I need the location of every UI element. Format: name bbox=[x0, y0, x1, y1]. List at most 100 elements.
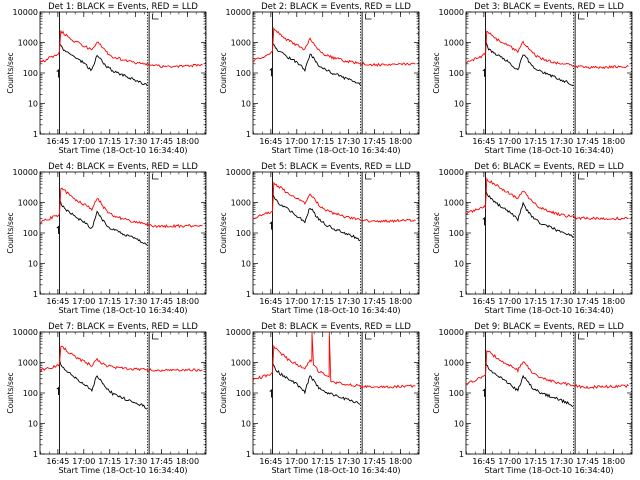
detector-panel-7: Det 7: BLACK = Events, RED = LLD 1 10 100 10… bbox=[6, 322, 207, 475]
y-tick-label: 1000 bbox=[18, 359, 38, 368]
detector-panel-3: Det 3: BLACK = Events, RED = LLD 1 10 100 10… bbox=[432, 2, 633, 155]
panel-title: Det 3: BLACK = Events, RED = LLD bbox=[474, 2, 624, 12]
corner-marker bbox=[365, 334, 372, 340]
x-tick-label: 17:45 bbox=[363, 297, 386, 306]
x-tick-label: 17:45 bbox=[576, 297, 599, 306]
x-tick-label: 17:30 bbox=[337, 137, 360, 146]
x-tick-label: 16:45 bbox=[472, 137, 495, 146]
x-tick-label: 17:45 bbox=[363, 457, 386, 466]
x-axis-label: Start Time (18-Oct-10 16:34:40) bbox=[271, 146, 400, 155]
y-tick-label: 10 bbox=[28, 260, 38, 269]
x-tick-label: 17:00 bbox=[72, 297, 95, 306]
y-tick-label: 10000 bbox=[439, 8, 464, 17]
y-tick-label: 1000 bbox=[231, 359, 251, 368]
x-tick-label: 18:00 bbox=[602, 457, 625, 466]
y-tick-label: 100 bbox=[449, 229, 464, 238]
x-axis-label: Start Time (18-Oct-10 16:34:40) bbox=[484, 146, 613, 155]
series-line-events bbox=[272, 42, 361, 86]
y-tick-label: 10 bbox=[241, 260, 251, 269]
x-axis-label: Start Time (18-Oct-10 16:34:40) bbox=[58, 306, 187, 315]
series-line-events bbox=[272, 362, 361, 405]
x-tick-label: 18:00 bbox=[176, 297, 199, 306]
detector-panel-2: Det 2: BLACK = Events, RED = LLD 1 10 100 10… bbox=[219, 2, 420, 155]
y-tick-label: 1 bbox=[33, 450, 38, 459]
x-tick-label: 18:00 bbox=[389, 137, 412, 146]
y-axis-label: Counts/sec bbox=[219, 372, 228, 413]
x-tick-label: 18:00 bbox=[602, 297, 625, 306]
x-tick-label: 16:45 bbox=[46, 137, 69, 146]
x-tick-label: 17:00 bbox=[72, 137, 95, 146]
series-line-events bbox=[485, 40, 574, 87]
series-line-lld bbox=[465, 177, 629, 221]
y-axis-label: Counts/sec bbox=[432, 212, 441, 253]
y-tick-label: 1 bbox=[33, 130, 38, 139]
x-tick-label: 18:00 bbox=[389, 457, 412, 466]
y-tick-label: 10 bbox=[454, 100, 464, 109]
corner-marker bbox=[578, 14, 585, 20]
corner-marker bbox=[365, 14, 372, 20]
x-tick-label: 17:30 bbox=[550, 297, 573, 306]
x-tick-label: 17:45 bbox=[576, 457, 599, 466]
x-tick-label: 17:30 bbox=[337, 457, 360, 466]
corner-marker bbox=[152, 334, 159, 340]
y-axis-label: Counts/sec bbox=[219, 52, 228, 93]
y-axis-label: Counts/sec bbox=[219, 212, 228, 253]
y-tick-label: 10 bbox=[454, 260, 464, 269]
y-axis-label: Counts/sec bbox=[432, 52, 441, 93]
corner-marker bbox=[152, 14, 159, 20]
x-axis-label: Start Time (18-Oct-10 16:34:40) bbox=[484, 306, 613, 315]
detector-panel-4: Det 4: BLACK = Events, RED = LLD 1 10 100 10… bbox=[6, 162, 207, 315]
y-tick-label: 1 bbox=[459, 290, 464, 299]
plot-frame bbox=[39, 331, 207, 455]
plot-frame bbox=[39, 11, 207, 135]
plot-frame bbox=[465, 11, 633, 135]
y-tick-label: 1 bbox=[246, 130, 251, 139]
y-tick-label: 1000 bbox=[231, 199, 251, 208]
y-tick-label: 1000 bbox=[444, 199, 464, 208]
panel-title: Det 7: BLACK = Events, RED = LLD bbox=[48, 322, 198, 332]
x-tick-label: 18:00 bbox=[176, 457, 199, 466]
x-axis-label: Start Time (18-Oct-10 16:34:40) bbox=[58, 146, 187, 155]
x-tick-label: 17:15 bbox=[98, 137, 121, 146]
x-tick-label: 16:45 bbox=[46, 457, 69, 466]
x-axis-label: Start Time (18-Oct-10 16:34:40) bbox=[271, 306, 400, 315]
y-tick-label: 1000 bbox=[444, 359, 464, 368]
x-tick-label: 17:00 bbox=[285, 137, 308, 146]
y-tick-label: 1000 bbox=[18, 39, 38, 48]
x-tick-label: 16:45 bbox=[259, 137, 282, 146]
x-tick-label: 16:45 bbox=[259, 457, 282, 466]
series-line-lld bbox=[465, 349, 629, 390]
y-tick-label: 100 bbox=[23, 69, 38, 78]
series-line-events bbox=[59, 199, 148, 246]
y-tick-label: 10000 bbox=[13, 328, 38, 337]
y-axis-label: Counts/sec bbox=[6, 372, 15, 413]
y-axis-label: Counts/sec bbox=[6, 52, 15, 93]
y-tick-label: 100 bbox=[236, 69, 251, 78]
x-tick-label: 17:30 bbox=[550, 457, 573, 466]
x-tick-label: 17:00 bbox=[498, 137, 521, 146]
x-tick-label: 17:15 bbox=[311, 297, 334, 306]
panel-title: Det 9: BLACK = Events, RED = LLD bbox=[474, 322, 624, 332]
x-tick-label: 17:15 bbox=[311, 457, 334, 466]
x-tick-label: 17:30 bbox=[124, 297, 147, 306]
y-tick-label: 1000 bbox=[231, 39, 251, 48]
x-tick-label: 18:00 bbox=[389, 297, 412, 306]
x-tick-label: 17:45 bbox=[150, 297, 173, 306]
x-tick-label: 17:45 bbox=[150, 137, 173, 146]
series-line-events bbox=[485, 360, 574, 407]
y-tick-label: 10 bbox=[241, 420, 251, 429]
detector-panel-6: Det 6: BLACK = Events, RED = LLD 1 10 100 10… bbox=[432, 162, 633, 315]
x-tick-label: 17:15 bbox=[98, 297, 121, 306]
corner-marker bbox=[152, 174, 159, 180]
x-tick-label: 17:30 bbox=[124, 137, 147, 146]
plot-frame bbox=[252, 11, 420, 135]
series-line-lld bbox=[252, 332, 416, 389]
y-tick-label: 10000 bbox=[226, 8, 251, 17]
events-start-segment bbox=[269, 221, 272, 230]
x-tick-label: 17:00 bbox=[498, 297, 521, 306]
panel-title: Det 4: BLACK = Events, RED = LLD bbox=[48, 162, 198, 172]
series-line-events bbox=[272, 194, 361, 242]
y-axis-label: Counts/sec bbox=[432, 372, 441, 413]
y-tick-label: 10 bbox=[28, 420, 38, 429]
x-tick-label: 17:45 bbox=[363, 137, 386, 146]
